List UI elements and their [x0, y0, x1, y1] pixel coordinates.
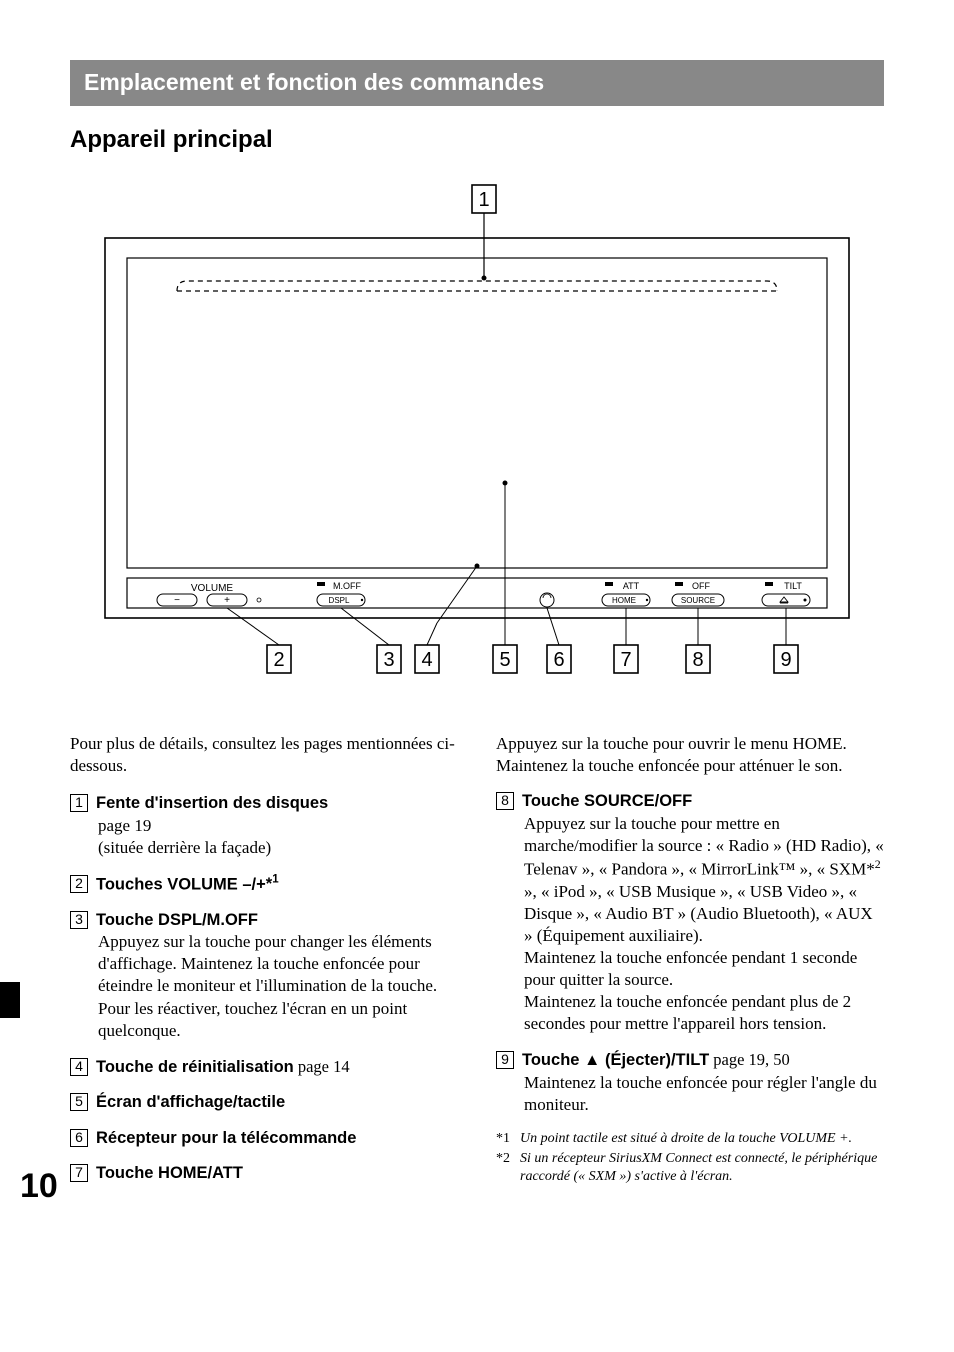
item-1: 1Fente d'insertion des disquespage 19(si… — [70, 793, 458, 859]
callout-5: 5 — [493, 481, 517, 674]
svg-text:VOLUME: VOLUME — [191, 583, 234, 594]
svg-text:9: 9 — [780, 649, 791, 671]
item-4-title: 4Touche de réinitialisation page 14 — [70, 1056, 458, 1078]
svg-text:3: 3 — [383, 649, 394, 671]
item-8-number: 8 — [496, 792, 514, 810]
footnote: *2Si un récepteur SiriusXM Connect est c… — [496, 1150, 884, 1186]
item-3-title: 3Touche DSPL/M.OFF — [70, 910, 458, 931]
item-8-title: 8Touche SOURCE/OFF — [496, 791, 884, 812]
svg-text:ATT: ATT — [623, 581, 640, 591]
side-tab — [0, 982, 20, 1018]
svg-text:−: − — [174, 595, 180, 606]
item-6-number: 6 — [70, 1129, 88, 1147]
item-7-title: 7Touche HOME/ATT — [70, 1163, 458, 1184]
device-diagram: 1 VOLUME − + M.OFF DSPL — [70, 183, 884, 683]
item-2-title: 2Touches VOLUME –/+*1 — [70, 873, 458, 896]
item-8: 8Touche SOURCE/OFFAppuyez sur la touche … — [496, 791, 884, 1035]
item-9: 9Touche ▲ (Éjecter)/TILT page 19, 50Main… — [496, 1049, 884, 1116]
header-bar: Emplacement et fonction des commandes — [70, 60, 884, 106]
svg-text:TILT: TILT — [784, 581, 802, 591]
svg-text:1: 1 — [478, 189, 489, 211]
item-8-body: Appuyez sur la touche pour mettre en mar… — [524, 813, 884, 1036]
item-1-body: page 19(située derrière la façade) — [98, 815, 458, 859]
item-7: 7Touche HOME/ATT — [70, 1163, 458, 1184]
intro-text: Pour plus de détails, consultez les page… — [70, 733, 458, 777]
item-3: 3Touche DSPL/M.OFFAppuyez sur la touche … — [70, 910, 458, 1042]
item-2: 2Touches VOLUME –/+*1 — [70, 873, 458, 896]
item-6: 6Récepteur pour la télécommande — [70, 1128, 458, 1149]
svg-text:M.OFF: M.OFF — [333, 581, 361, 591]
svg-text:HOME: HOME — [612, 596, 636, 605]
item-7-continuation: Appuyez sur la touche pour ouvrir le men… — [496, 733, 884, 777]
svg-text:4: 4 — [421, 649, 432, 671]
svg-text:SOURCE: SOURCE — [681, 596, 715, 605]
item-5: 5Écran d'affichage/tactile — [70, 1092, 458, 1113]
item-9-title: 9Touche ▲ (Éjecter)/TILT page 19, 50 — [496, 1049, 884, 1071]
item-7-number: 7 — [70, 1164, 88, 1182]
item-9-number: 9 — [496, 1051, 514, 1069]
item-5-number: 5 — [70, 1093, 88, 1111]
svg-text:DSPL: DSPL — [329, 596, 350, 605]
item-9-body: Maintenez la touche enfoncée pour régler… — [524, 1072, 884, 1116]
item-2-number: 2 — [70, 875, 88, 893]
item-4: 4Touche de réinitialisation page 14 — [70, 1056, 458, 1078]
svg-text:6: 6 — [553, 649, 564, 671]
svg-text:OFF: OFF — [692, 581, 710, 591]
item-1-number: 1 — [70, 794, 88, 812]
item-4-number: 4 — [70, 1058, 88, 1076]
section-title: Appareil principal — [70, 124, 884, 155]
svg-text:7: 7 — [620, 649, 631, 671]
svg-text:8: 8 — [692, 649, 703, 671]
footnotes: *1Un point tactile est situé à droite de… — [496, 1130, 884, 1187]
callout-4: 4 — [415, 623, 439, 673]
item-3-number: 3 — [70, 911, 88, 929]
item-5-title: 5Écran d'affichage/tactile — [70, 1092, 458, 1113]
svg-text:2: 2 — [273, 649, 284, 671]
svg-text:5: 5 — [499, 649, 510, 671]
page-number: 10 — [20, 1164, 58, 1208]
svg-text:+: + — [224, 595, 230, 606]
item-1-title: 1Fente d'insertion des disques — [70, 793, 458, 814]
footnote: *1Un point tactile est situé à droite de… — [496, 1130, 884, 1148]
left-column: Pour plus de détails, consultez les page… — [70, 733, 458, 1198]
item-3-body: Appuyez sur la touche pour changer les é… — [98, 931, 458, 1041]
item-6-title: 6Récepteur pour la télécommande — [70, 1128, 458, 1149]
right-column: Appuyez sur la touche pour ouvrir le men… — [496, 733, 884, 1198]
